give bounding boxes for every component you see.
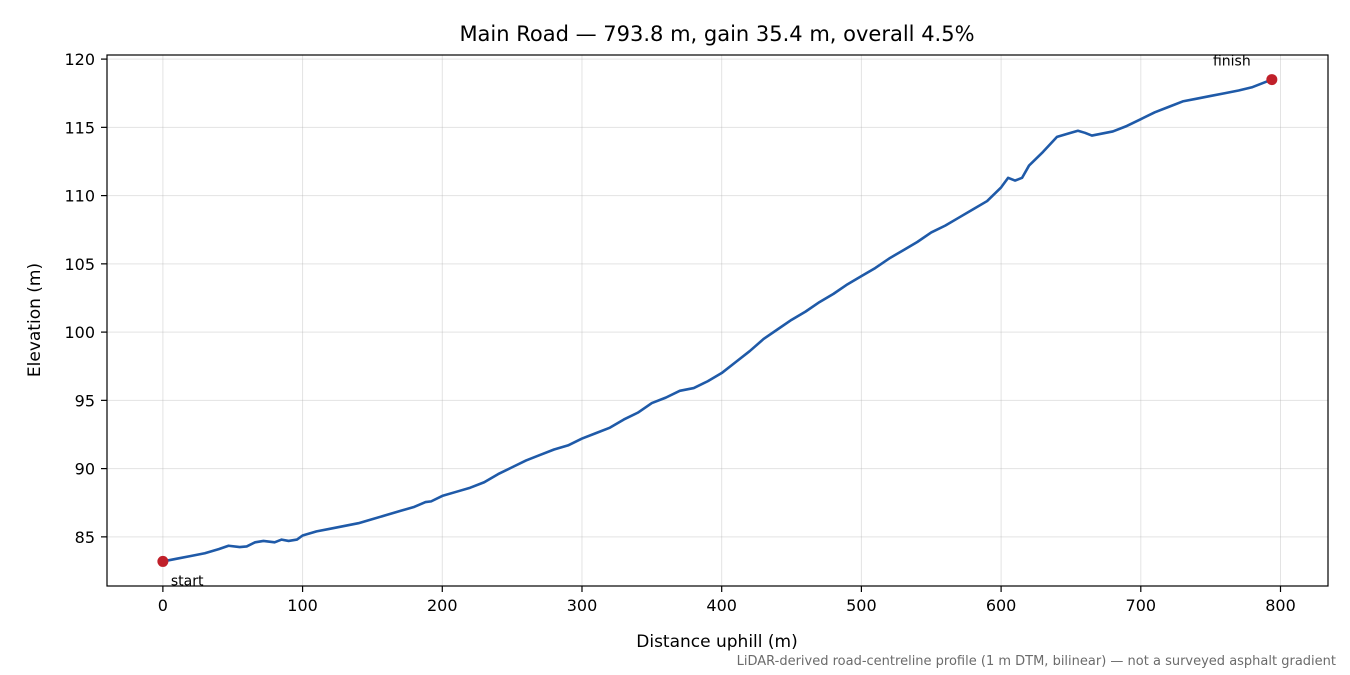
x-tick-label: 700 — [1126, 596, 1157, 615]
endpoint-markers: start finish — [157, 54, 1278, 589]
y-tick-label: 85 — [75, 528, 95, 547]
x-tick-label: 500 — [846, 596, 877, 615]
x-tick-label: 0 — [158, 596, 168, 615]
footnote: LiDAR-derived road-centreline profile (1… — [737, 654, 1336, 669]
x-tick-label: 600 — [986, 596, 1017, 615]
x-tick-label: 400 — [706, 596, 737, 615]
x-tick-label: 300 — [567, 596, 598, 615]
x-axis-ticks: 0 100 200 300 400 500 600 700 800 — [158, 586, 1296, 615]
elevation-line — [161, 78, 1274, 563]
chart-title: Main Road — 793.8 m, gain 35.4 m, overal… — [459, 22, 974, 46]
start-label: start — [171, 573, 204, 589]
x-axis-label: Distance uphill (m) — [636, 632, 797, 652]
y-axis-ticks: 85 90 95 100 105 110 115 120 — [64, 50, 107, 547]
y-tick-label: 100 — [64, 323, 95, 342]
finish-label: finish — [1213, 54, 1251, 70]
y-tick-label: 115 — [64, 118, 95, 137]
y-tick-label: 90 — [75, 460, 95, 479]
y-axis-label: Elevation (m) — [25, 263, 45, 377]
y-tick-label: 105 — [64, 255, 95, 274]
y-tick-label: 95 — [75, 391, 95, 410]
y-tick-label: 110 — [64, 187, 95, 206]
grid-lines — [107, 55, 1328, 586]
x-tick-label: 800 — [1265, 596, 1296, 615]
x-tick-label: 200 — [427, 596, 458, 615]
finish-marker — [1266, 74, 1278, 86]
start-marker — [157, 555, 169, 567]
y-tick-label: 120 — [64, 50, 95, 69]
plot-frame — [106, 54, 1329, 587]
x-tick-label: 100 — [287, 596, 318, 615]
